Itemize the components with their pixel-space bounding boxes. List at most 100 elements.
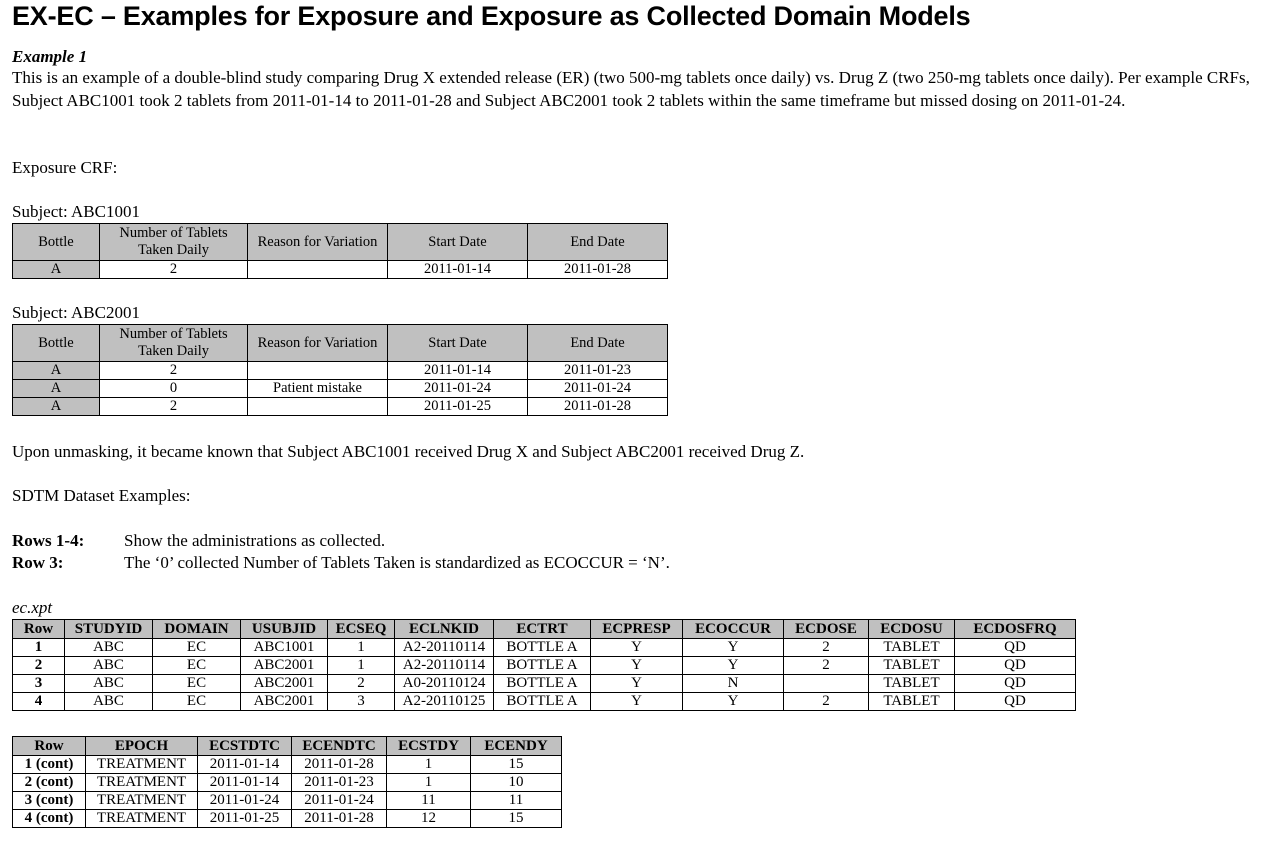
ec-row: 2 (cont) TREATMENT 2011-01-14 2011-01-23… xyxy=(12,773,562,792)
ec-cell: ABC xyxy=(64,656,153,675)
ec-cell: 2011-01-28 xyxy=(291,809,387,828)
crf-table-abc2001: Bottle Number of Tablets Taken Daily Rea… xyxy=(12,324,668,416)
ec-cell: Y xyxy=(682,638,784,657)
ec-cell: TREATMENT xyxy=(85,755,198,774)
ec-row: 4 ABC EC ABC2001 3 A2-20110125 BOTTLE A … xyxy=(12,692,1076,711)
ec-header: ECDOSE xyxy=(783,619,869,639)
ec-header: EPOCH xyxy=(85,736,198,756)
ec-header: ECPRESP xyxy=(590,619,683,639)
ec-cell: Y xyxy=(590,656,683,675)
crf-heading: Exposure CRF: xyxy=(12,158,118,177)
ec-cell: TREATMENT xyxy=(85,791,198,810)
crf-cell: A xyxy=(12,379,100,398)
subject-label: Subject: ABC2001 xyxy=(12,303,140,322)
ec-cell: 15 xyxy=(470,809,562,828)
ec-table-part2: Row EPOCH ECSTDTC ECENDTC ECSTDY ECENDY … xyxy=(12,736,562,828)
ec-cell: 2011-01-14 xyxy=(197,755,292,774)
ec-cell: N xyxy=(682,674,784,693)
crf-header: Start Date xyxy=(387,223,528,261)
example-title: Example 1 xyxy=(12,47,88,66)
crf-row: A 0 Patient mistake 2011-01-24 2011-01-2… xyxy=(12,379,668,398)
ec-header: ECSEQ xyxy=(327,619,395,639)
ec-cell: Y xyxy=(590,638,683,657)
note-text: Show the administrations as collected. xyxy=(124,531,386,550)
crf-header: End Date xyxy=(527,324,668,362)
ec-cell: 2011-01-25 xyxy=(197,809,292,828)
ec-cell: EC xyxy=(152,656,241,675)
ec-cell: 3 xyxy=(12,674,65,693)
ec-header: ECSTDY xyxy=(386,736,471,756)
ec-cell: 1 xyxy=(12,638,65,657)
ec-cell: Y xyxy=(590,674,683,693)
ec-cell: BOTTLE A xyxy=(493,656,591,675)
ec-header: DOMAIN xyxy=(152,619,241,639)
ec-header: STUDYID xyxy=(64,619,153,639)
ec-cell: 2 xyxy=(12,656,65,675)
ec-cell: 4 xyxy=(12,692,65,711)
ec-cell: Y xyxy=(682,692,784,711)
crf-cell: Patient mistake xyxy=(247,379,388,398)
ec-cell: TREATMENT xyxy=(85,773,198,792)
ec-cell: EC xyxy=(152,692,241,711)
ec-cell: ABC1001 xyxy=(240,638,328,657)
ec-header: USUBJID xyxy=(240,619,328,639)
crf-row: A 2 2011-01-14 2011-01-28 xyxy=(12,260,668,279)
crf-header: Number of Tablets Taken Daily xyxy=(99,223,248,261)
ec-cell: 3 xyxy=(327,692,395,711)
ec-cell: 11 xyxy=(386,791,471,810)
ec-cell: A2-20110125 xyxy=(394,692,494,711)
crf-header: Bottle xyxy=(12,223,100,261)
ec-header: ECLNKID xyxy=(394,619,494,639)
ec-header: ECENDY xyxy=(470,736,562,756)
ec-table-part1: Row STUDYID DOMAIN USUBJID ECSEQ ECLNKID… xyxy=(12,619,1076,711)
ec-cell: 2011-01-24 xyxy=(291,791,387,810)
ec-cell: 2011-01-28 xyxy=(291,755,387,774)
crf-cell xyxy=(247,361,388,380)
ec-cell: TABLET xyxy=(868,692,955,711)
ec-cell: 2011-01-14 xyxy=(197,773,292,792)
ec-cell: 1 xyxy=(386,755,471,774)
ec-cell: 1 xyxy=(327,638,395,657)
crf-header: Bottle xyxy=(12,324,100,362)
ec-header: Row xyxy=(12,619,65,639)
ec-cell: 3 (cont) xyxy=(12,791,86,810)
crf-table-abc1001: Bottle Number of Tablets Taken Daily Rea… xyxy=(12,223,668,279)
ec-cell: EC xyxy=(152,638,241,657)
crf-cell: 0 xyxy=(99,379,248,398)
crf-cell: 2011-01-25 xyxy=(387,397,528,416)
ec-cell: 2 xyxy=(783,692,869,711)
ec-cell: BOTTLE A xyxy=(493,692,591,711)
ec-cell: 12 xyxy=(386,809,471,828)
ec-cell: BOTTLE A xyxy=(493,638,591,657)
crf-row: A 2 2011-01-25 2011-01-28 xyxy=(12,397,668,416)
ec-cell: 10 xyxy=(470,773,562,792)
ec-cell: TABLET xyxy=(868,674,955,693)
note-label: Row 3: xyxy=(12,553,64,572)
ec-cell: TREATMENT xyxy=(85,809,198,828)
crf-row: A 2 2011-01-14 2011-01-23 xyxy=(12,361,668,380)
note-text: The ‘0’ collected Number of Tablets Take… xyxy=(124,553,670,572)
crf-header-row: Bottle Number of Tablets Taken Daily Rea… xyxy=(12,223,668,261)
sdtm-heading: SDTM Dataset Examples: xyxy=(12,486,191,505)
ec-cell: TABLET xyxy=(868,656,955,675)
ec-cell: Y xyxy=(682,656,784,675)
ec-header-row: Row EPOCH ECSTDTC ECENDTC ECSTDY ECENDY xyxy=(12,736,562,756)
crf-header: Reason for Variation xyxy=(247,324,388,362)
ec-header: Row xyxy=(12,736,86,756)
crf-header-row: Bottle Number of Tablets Taken Daily Rea… xyxy=(12,324,668,362)
crf-cell: 2011-01-14 xyxy=(387,361,528,380)
ec-row: 1 (cont) TREATMENT 2011-01-14 2011-01-28… xyxy=(12,755,562,774)
ec-cell: QD xyxy=(954,692,1076,711)
ec-cell: 1 (cont) xyxy=(12,755,86,774)
ec-cell: TABLET xyxy=(868,638,955,657)
ec-header: ECDOSU xyxy=(868,619,955,639)
ec-row: 2 ABC EC ABC2001 1 A2-20110114 BOTTLE A … xyxy=(12,656,1076,675)
ec-header: ECSTDTC xyxy=(197,736,292,756)
ec-cell: 15 xyxy=(470,755,562,774)
ec-row: 3 (cont) TREATMENT 2011-01-24 2011-01-24… xyxy=(12,791,562,810)
ec-cell: ABC2001 xyxy=(240,674,328,693)
ec-cell: ABC2001 xyxy=(240,692,328,711)
crf-header: Number of Tablets Taken Daily xyxy=(99,324,248,362)
ec-cell xyxy=(783,674,869,693)
ec-cell: QD xyxy=(954,656,1076,675)
